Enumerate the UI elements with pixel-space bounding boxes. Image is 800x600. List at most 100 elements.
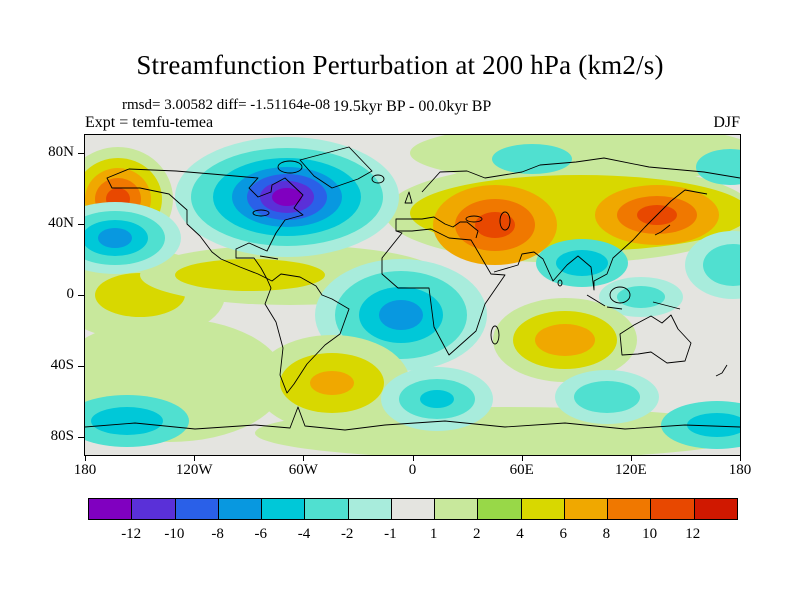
coastline — [404, 191, 413, 204]
coastline-island — [609, 286, 631, 304]
coastline — [493, 189, 708, 291]
coastline-island — [465, 215, 483, 223]
contour-band-india-cyan — [556, 250, 608, 276]
contour-band-equatorial-africa-negative — [379, 300, 423, 330]
coastline — [619, 314, 692, 364]
colorbar — [88, 498, 738, 520]
coastline — [586, 294, 606, 307]
map-svg — [85, 135, 740, 455]
colorbar-tick-label: 2 — [473, 526, 481, 542]
coastline — [259, 255, 279, 260]
x-tick — [303, 456, 305, 461]
y-tick-label: 40N — [48, 214, 74, 231]
contour-band-arctic-cyan-patch-a — [492, 144, 572, 174]
coastline — [654, 224, 671, 236]
x-tick — [412, 456, 414, 461]
coastline — [421, 157, 740, 193]
colorbar-cell — [478, 499, 522, 519]
contour-band-indian-ocean-positive — [535, 324, 595, 356]
contour-band-north-america-negative — [272, 188, 302, 206]
contour-band-mideast-europe-orange — [475, 212, 515, 238]
y-tick — [78, 223, 84, 225]
colorbar-cell — [391, 499, 436, 519]
colorbar-cell — [564, 499, 609, 519]
experiment-label: Expt = temfu-temea — [85, 114, 214, 131]
colorbar-tick-label: 12 — [685, 526, 701, 542]
coastline-island — [499, 211, 511, 231]
colorbar-tick-label: 6 — [559, 526, 567, 542]
coastline-island — [371, 174, 385, 184]
colorbar-tick-label: -6 — [254, 526, 268, 542]
colorbar-labels: -12 -10 -8 -6 -4 -2 -1 1 2 4 6 8 10 12 — [88, 526, 738, 546]
colorbar-cell — [651, 499, 695, 519]
x-tick — [521, 456, 523, 461]
x-tick — [85, 456, 86, 461]
colorbar-cell — [608, 499, 652, 519]
y-tick-label: 80S — [50, 428, 74, 445]
y-tick-label: 0 — [66, 286, 75, 302]
x-tick-label: 120W — [175, 462, 213, 478]
coastline — [106, 168, 350, 394]
colorbar-tick-label: -12 — [121, 526, 142, 542]
coastline-island — [252, 209, 270, 217]
coastline — [606, 306, 623, 310]
colorbar-tick-label: 4 — [516, 526, 524, 542]
period-text: 19.5kyr BP - 00.0kyr BP — [332, 98, 492, 115]
colorbar-cell — [262, 499, 306, 519]
contour-band-maritime-continent-cyan — [617, 286, 665, 308]
colorbar-cell — [175, 499, 219, 519]
y-tick-label: 40S — [50, 357, 74, 374]
x-tick-label: 180 — [728, 462, 752, 478]
x-tick-label: 0 — [408, 462, 417, 478]
y-tick — [78, 437, 84, 439]
x-tick-label: 180 — [73, 462, 97, 478]
colorbar-tick-label: -2 — [340, 526, 354, 542]
colorbar-tick-label: -8 — [211, 526, 224, 542]
coastline — [395, 216, 479, 239]
colorbar-cell — [132, 499, 176, 519]
contour-band-new-zealand-cyan — [687, 413, 740, 437]
colorbar-cell — [521, 499, 565, 519]
coastline-island — [490, 325, 500, 345]
x-tick — [194, 456, 196, 461]
plot-title: Streamfunction Perturbation at 200 hPa (… — [136, 50, 664, 80]
colorbar-cell — [348, 499, 392, 519]
y-tick — [78, 295, 84, 296]
contour-band-subtropical-atlantic-band — [175, 259, 325, 291]
y-tick — [78, 366, 84, 368]
contour-band-southeast-pacific-cyan — [91, 407, 163, 435]
x-tick — [740, 456, 741, 461]
coastline-island — [277, 160, 303, 174]
x-tick-label: 60E — [509, 462, 534, 478]
season-label: DJF — [713, 114, 740, 131]
map-frame — [84, 134, 741, 456]
coastline — [381, 228, 506, 356]
colorbar-tick-label: 8 — [602, 526, 611, 542]
contour-band-south-atlantic-cyan — [420, 390, 454, 408]
colorbar-cell — [694, 499, 737, 519]
contour-band-west-pacific-equatorial-cyan — [703, 244, 740, 286]
coastline — [652, 301, 681, 310]
colorbar-tick-label: -10 — [164, 526, 185, 542]
x-tick-label: 60W — [288, 462, 318, 478]
y-tick-label: 80N — [48, 143, 74, 160]
contour-band-south-america-positive — [310, 371, 354, 395]
stats-text: rmsd= 3.00582 diff= -1.51164e-08 — [122, 97, 331, 113]
contour-band-northeast-pacific-negative — [98, 228, 132, 248]
colorbar-tick-label: 10 — [642, 526, 658, 542]
y-tick — [78, 152, 84, 154]
colorbar-cell — [89, 499, 133, 519]
x-tick-label: 120E — [614, 462, 647, 478]
colorbar-cell — [218, 499, 263, 519]
coastline — [85, 406, 740, 431]
coastline — [299, 146, 373, 189]
colorbar-cell — [435, 499, 479, 519]
colorbar-tick-label: -1 — [384, 526, 397, 542]
colorbar-tick-label: -4 — [297, 526, 311, 542]
coastline — [715, 364, 728, 377]
colorbar-tick-label: 1 — [429, 526, 438, 542]
contour-band-south-indian-cyan — [574, 381, 640, 413]
x-tick — [630, 456, 632, 461]
colorbar-cell — [305, 499, 349, 519]
